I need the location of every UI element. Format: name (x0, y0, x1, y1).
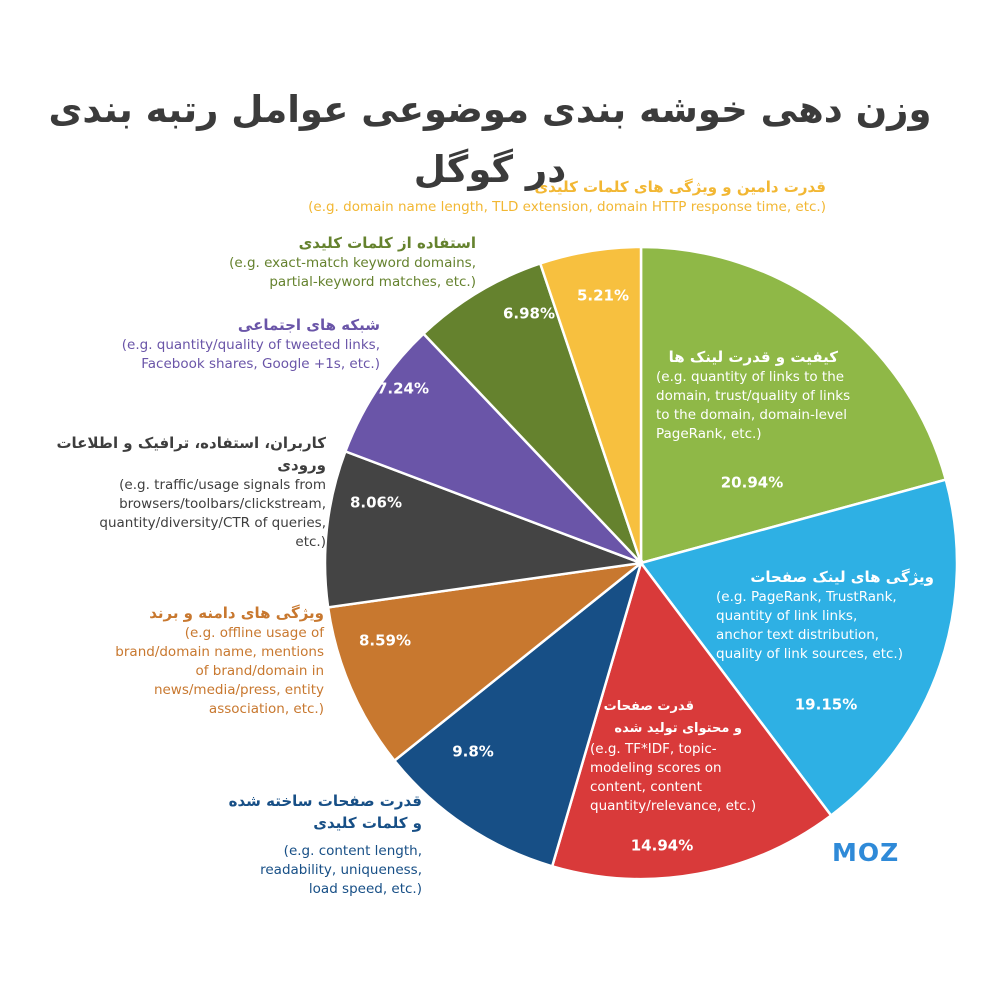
label-page-links: ویژگی های لینک صفحات (e.g. PageRank, Tru… (716, 566, 934, 664)
label-link-quality-desc-2: domain, trust/quality of links (656, 388, 851, 404)
label-usage-traffic-name: کاربران، استفاده، ترافیک و اطلاعات ورودی (56, 434, 326, 474)
label-domain-keywords-desc: (e.g. domain name length, TLD extension,… (308, 199, 826, 215)
pie-slice-exact-keywords (421, 261, 643, 564)
label-link-quality-desc-3: to the domain, domain-level (656, 407, 847, 423)
pie-slice-page-content (550, 560, 833, 881)
label-domain-keywords: قدرت دامین و ویژگی های کلمات کلیدی (e.g.… (120, 176, 826, 217)
label-link-quality-desc-1: (e.g. quantity of links to the (656, 369, 845, 385)
pie-slice-link-quality (639, 245, 948, 565)
label-page-links-desc-3: anchor text distribution, (716, 627, 880, 643)
moz-logo: MOZ (832, 838, 900, 867)
label-page-content-desc-1: (e.g. TF*IDF, topic- (590, 741, 717, 757)
label-page-content-name-1: قدرت صفحات (603, 699, 694, 714)
pie-value-label-link-quality: 20.94% (721, 474, 783, 492)
label-brand-domain-desc-2: brand/domain name, mentions (115, 644, 324, 660)
label-page-keywords-desc-1: (e.g. content length, (283, 843, 422, 859)
label-page-content-name-2: و محتوای تولید شده (614, 721, 742, 736)
label-page-links-name: ویژگی های لینک صفحات (750, 568, 934, 586)
pie-value-label-page-content: 14.94% (631, 837, 693, 855)
label-page-keywords-desc-3: load speed, etc.) (308, 881, 422, 897)
label-page-keywords: قدرت صفحات ساخته شده و کلمات کلیدی (e.g.… (160, 790, 422, 899)
pie-slice-social (343, 331, 642, 565)
label-brand-domain-desc-1: (e.g. offline usage of (184, 625, 324, 641)
label-usage-traffic-desc-1: (e.g. traffic/usage signals from (119, 477, 326, 493)
pie-slice-brand-domain (326, 561, 646, 763)
pie-value-label-social: 7.24% (377, 380, 429, 398)
pie-slice-usage-traffic (323, 449, 642, 609)
label-usage-traffic-desc-2: browsers/toolbars/clickstream, (119, 496, 326, 512)
label-exact-keywords-desc-1: (e.g. exact-match keyword domains, (229, 255, 476, 271)
label-page-content-desc-2: modeling scores on (590, 760, 722, 776)
pie-value-label-page-keywords: 9.8% (452, 743, 494, 761)
chart-title: وزن دهی خوشه بندی موضوعی عوامل رتبه بندی… (48, 88, 932, 191)
label-social-desc-2: Facebook shares, Google +1s, etc.) (141, 356, 380, 372)
pie-slice-domain-keywords (538, 245, 643, 564)
label-brand-domain: ویژگی های دامنه و برند (e.g. offline usa… (60, 602, 324, 719)
label-brand-domain-desc-5: association, etc.) (208, 701, 324, 717)
label-brand-domain-desc-3: of brand/domain in (195, 663, 324, 679)
label-social: شبکه های اجتماعی (e.g. quantity/quality … (40, 314, 380, 374)
pie-value-label-brand-domain: 8.59% (359, 632, 411, 650)
label-exact-keywords-name: استفاده از کلمات کلیدی (298, 234, 476, 252)
label-brand-domain-name: ویژگی های دامنه و برند (149, 604, 324, 622)
label-exact-keywords: استفاده از کلمات کلیدی (e.g. exact-match… (120, 232, 476, 292)
label-social-name: شبکه های اجتماعی (237, 316, 380, 334)
label-page-keywords-desc-2: readability, uniqueness, (260, 862, 422, 878)
label-domain-keywords-name: قدرت دامین و ویژگی های کلمات کلیدی (534, 178, 826, 196)
label-brand-domain-desc-4: news/media/press, entity (153, 682, 324, 698)
pie-value-label-page-links: 19.15% (795, 696, 857, 714)
label-link-quality: کیفیت و قدرت لینک ها (e.g. quantity of l… (656, 346, 896, 444)
label-usage-traffic-desc-4: etc.) (295, 534, 326, 550)
label-page-keywords-name-2: و کلمات کلیدی (313, 814, 422, 832)
label-page-links-desc-2: quantity of link links, (716, 608, 858, 624)
pie-value-label-domain-keywords: 5.21% (577, 287, 629, 305)
label-link-quality-name: کیفیت و قدرت لینک ها (668, 348, 838, 366)
label-usage-traffic-desc-3: quantity/diversity/CTR of queries, (99, 515, 326, 531)
pie-value-label-exact-keywords: 6.98% (503, 305, 555, 323)
label-page-content-desc-4: quantity/relevance, etc.) (590, 798, 757, 814)
pie-slice-page-links (638, 478, 959, 818)
label-page-keywords-name-1: قدرت صفحات ساخته شده (228, 792, 422, 810)
label-page-links-desc-4: quality of link sources, etc.) (716, 646, 903, 662)
label-link-quality-desc-4: PageRank, etc.) (656, 426, 762, 442)
label-page-content: قدرت صفحات و محتوای تولید شده (e.g. TF*I… (590, 696, 780, 816)
label-page-links-desc-1: (e.g. PageRank, TrustRank, (716, 589, 897, 605)
label-page-content-desc-3: content, content (590, 779, 702, 795)
pie-slice-page-keywords (392, 559, 644, 868)
label-usage-traffic: کاربران، استفاده، ترافیک و اطلاعات ورودی… (20, 432, 326, 552)
label-social-desc-1: (e.g. quantity/quality of tweeted links, (121, 337, 380, 353)
pie-value-label-usage-traffic: 8.06% (350, 494, 402, 512)
label-exact-keywords-desc-2: partial-keyword matches, etc.) (269, 274, 476, 290)
